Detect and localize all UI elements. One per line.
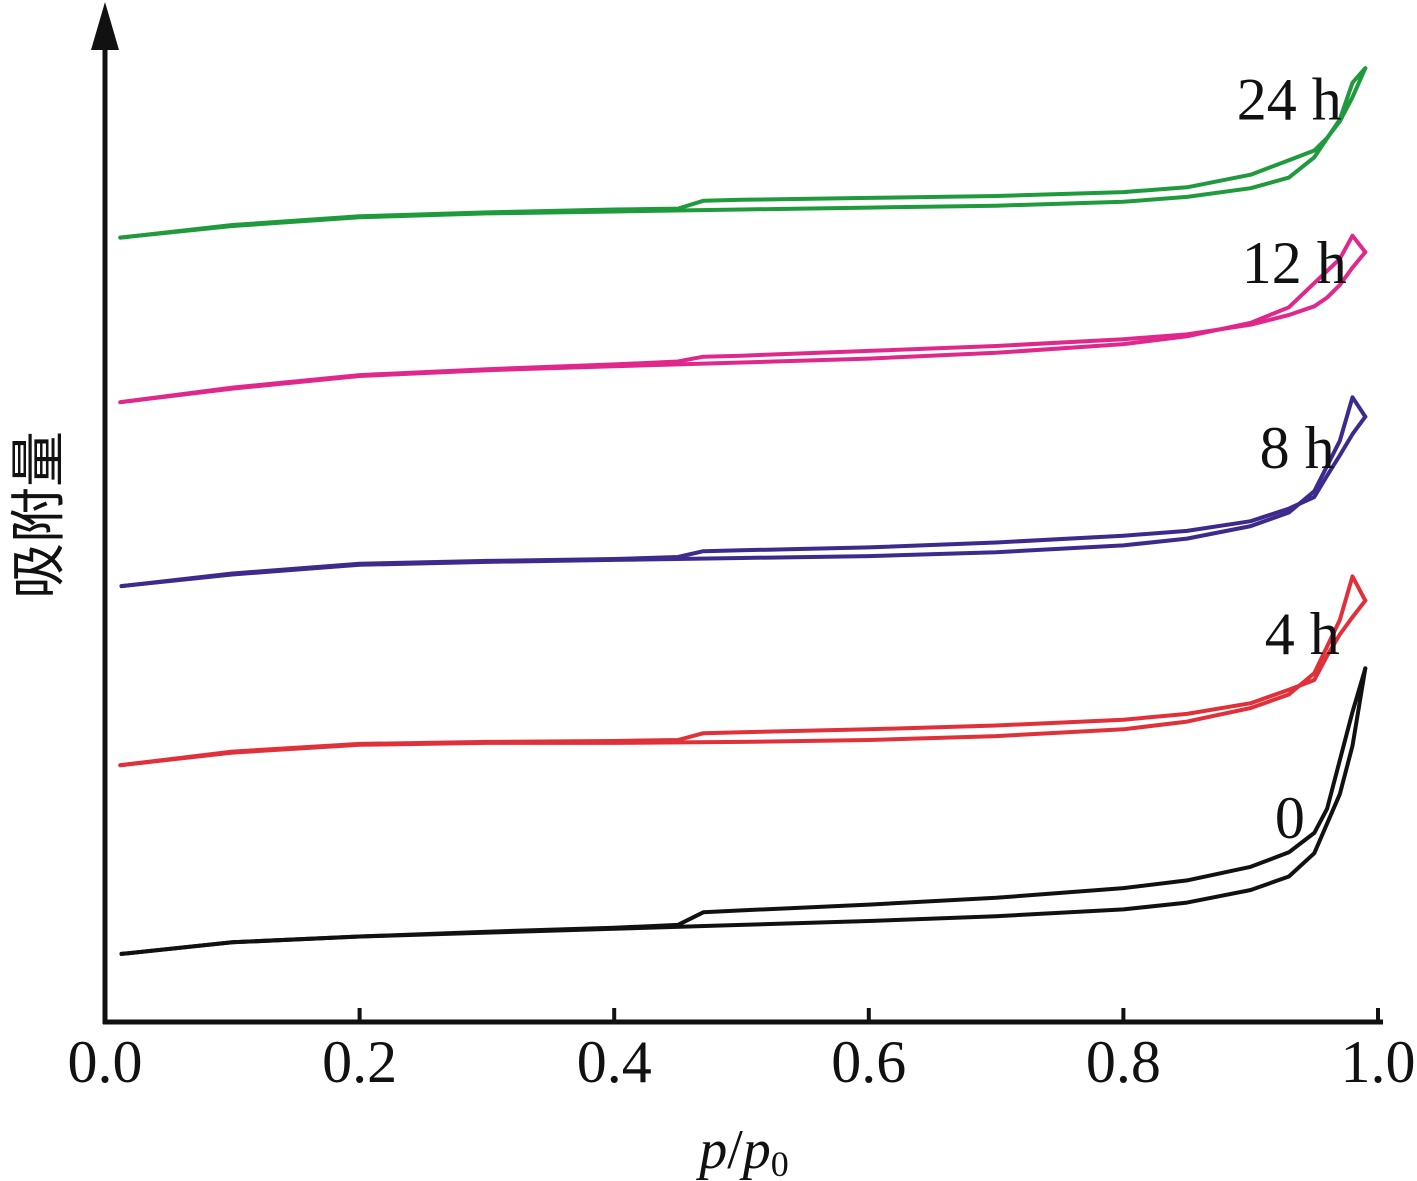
x-tick-label: 0.6 [831, 1029, 906, 1095]
x-tick-label: 0.2 [322, 1029, 397, 1095]
series-label-12-h: 12 h [1242, 230, 1347, 296]
y-axis-arrow-icon [91, 2, 119, 50]
x-tick-label: 0.8 [1086, 1029, 1161, 1095]
x-tick-label: 0.0 [68, 1029, 143, 1095]
x-axis-title-p: p [695, 1119, 727, 1181]
x-axis-title-slash: / [727, 1119, 743, 1181]
adsorption-line-4-h [118, 574, 1368, 768]
desorption-line-12-h [118, 250, 1368, 405]
x-axis-title: p/p0 [695, 1119, 789, 1181]
series-label-0: 0 [1275, 785, 1305, 851]
series-label-4-h: 4 h [1265, 601, 1340, 667]
x-axis-ticks: 0.0 0.2 0.4 0.6 0.8 1.0 [68, 1008, 1416, 1095]
series-layer [118, 66, 1368, 956]
series-4-h [118, 574, 1368, 768]
adsorption-line-8-h [119, 395, 1368, 589]
desorption-line-8-h [119, 414, 1368, 589]
series-12-h [118, 233, 1368, 405]
desorption-line-0 [119, 666, 1368, 956]
series-labels: 24 h 12 h 8 h 4 h 0 [1237, 67, 1347, 851]
series-0 [119, 666, 1368, 956]
svg-text:p/p0: p/p0 [695, 1119, 789, 1181]
series-label-24-h: 24 h [1237, 67, 1342, 133]
desorption-line-4-h [118, 598, 1368, 768]
series-24-h [118, 66, 1368, 240]
x-axis-title-subscript: 0 [771, 1144, 789, 1181]
x-axis-title-p0: p [739, 1119, 771, 1181]
y-axis-title: 吸附量 [7, 431, 72, 599]
axes [91, 2, 1383, 1025]
x-tick-label: 1.0 [1341, 1029, 1416, 1095]
adsorption-line-12-h [118, 233, 1368, 405]
series-label-8-h: 8 h [1260, 415, 1335, 481]
x-tick-label: 0.4 [577, 1029, 652, 1095]
adsorption-line-24-h [118, 66, 1368, 240]
series-8-h [119, 395, 1368, 589]
desorption-line-24-h [118, 66, 1368, 240]
